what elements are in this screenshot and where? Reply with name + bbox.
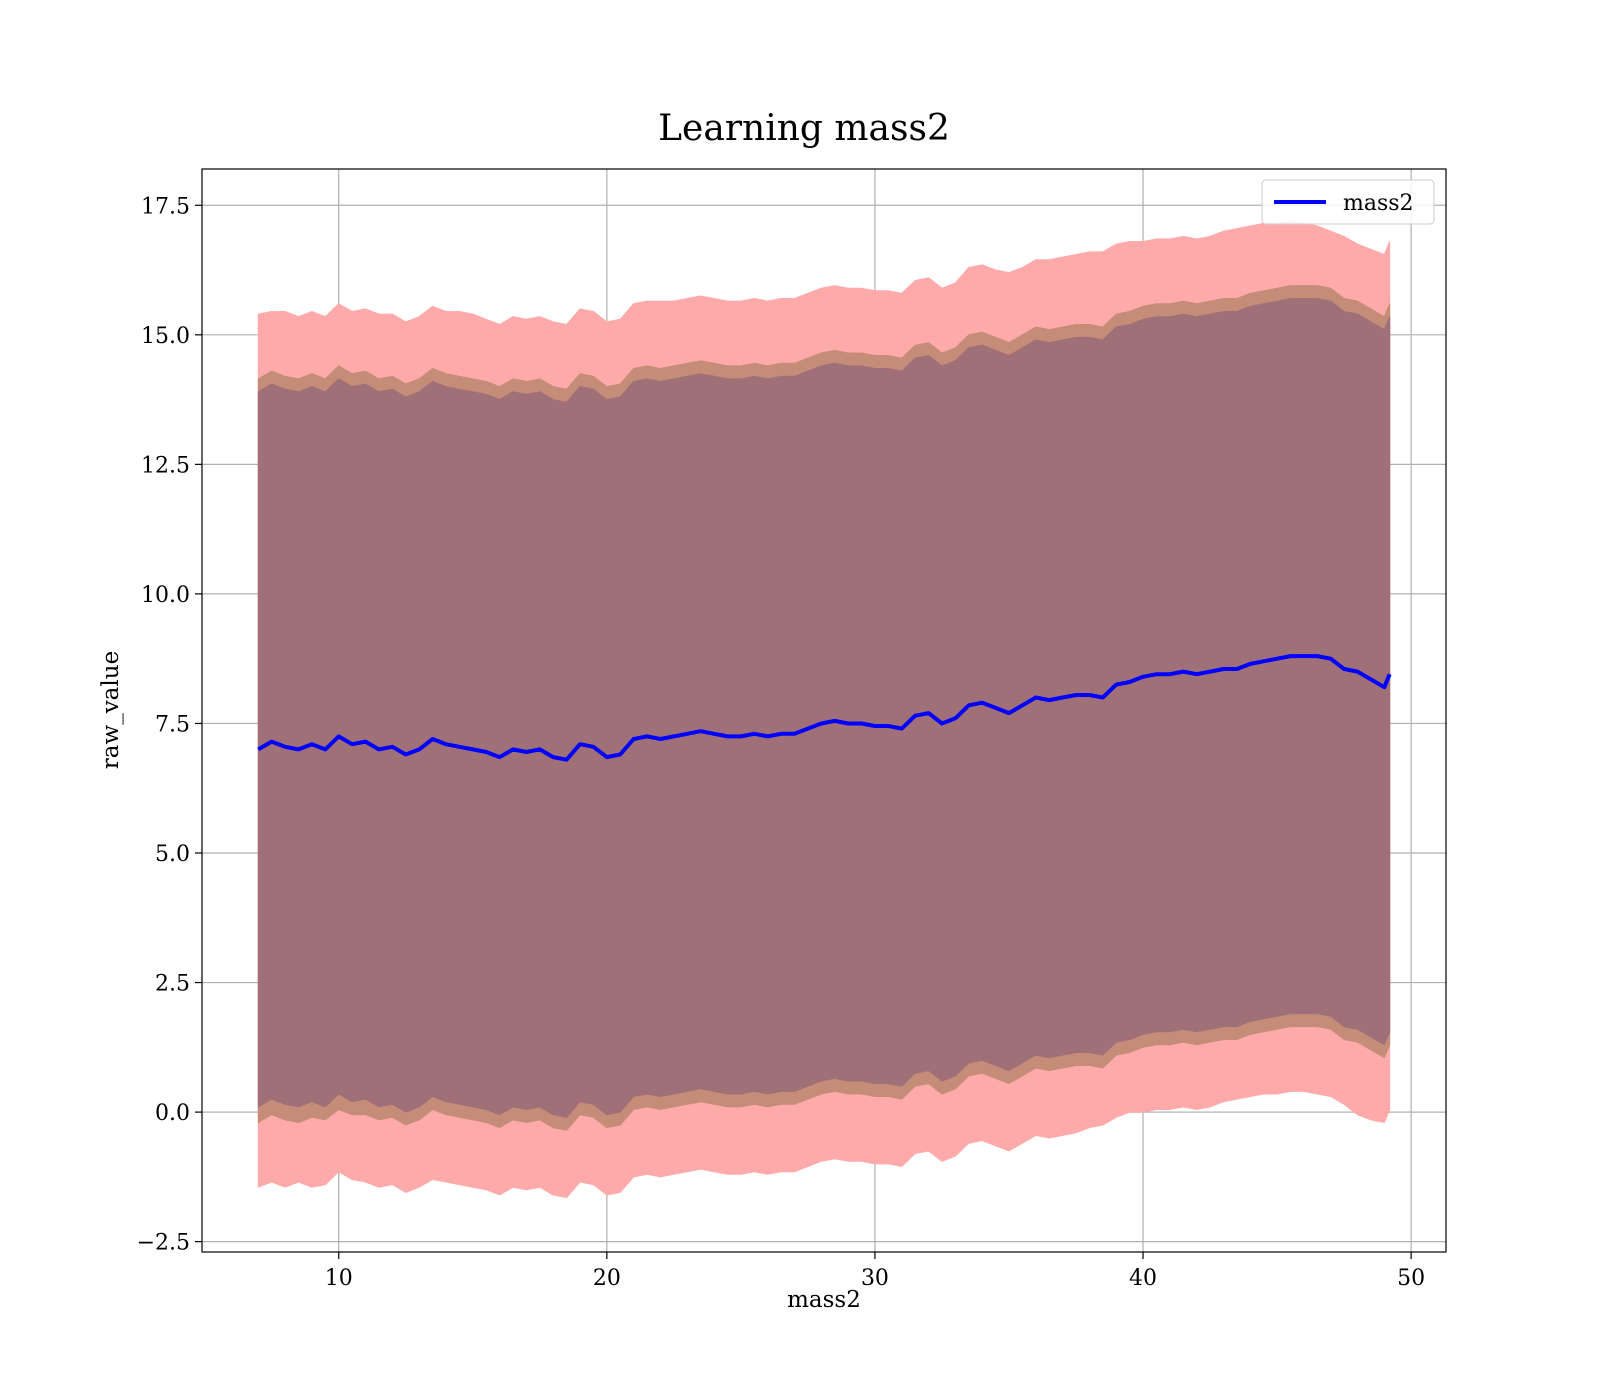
x-tick-label: 20 — [593, 1266, 621, 1291]
x-tick-label: 30 — [861, 1266, 889, 1291]
x-tick-label: 40 — [1129, 1266, 1157, 1291]
legend: mass2 — [1261, 179, 1435, 225]
series-lines — [257, 654, 1392, 762]
y-tick-label: 7.5 — [155, 712, 190, 737]
y-tick-label: 10.0 — [141, 583, 190, 608]
y-axis-label: raw_value — [98, 651, 124, 769]
plot-frame — [201, 168, 1447, 1253]
x-axis-label: mass2 — [787, 1287, 861, 1313]
y-axis-ticks: −2.5 0.0 2.5 5.0 7.5 10.0 12.5 15.0 17.5 — [137, 194, 202, 1256]
x-tick-label: 10 — [325, 1266, 353, 1291]
x-axis-ticks: 10 20 30 40 50 — [325, 1252, 1425, 1291]
y-tick-label: 0.0 — [155, 1101, 190, 1126]
chart-title: Learning mass2 — [658, 108, 950, 149]
y-tick-label: 12.5 — [141, 453, 190, 478]
confidence-band-3 — [257, 298, 1391, 1118]
legend-label-mass2: mass2 — [1343, 191, 1414, 216]
x-tick-label: 50 — [1397, 1266, 1425, 1291]
y-tick-label: 2.5 — [155, 972, 190, 997]
confidence-bands — [257, 220, 1391, 1199]
y-tick-label: 17.5 — [141, 194, 190, 219]
y-tick-label: 5.0 — [155, 842, 190, 867]
legend-box — [1261, 179, 1435, 225]
series-line-mass2 — [257, 654, 1392, 762]
y-tick-label: −2.5 — [137, 1231, 190, 1256]
y-tick-label: 15.0 — [141, 324, 190, 349]
